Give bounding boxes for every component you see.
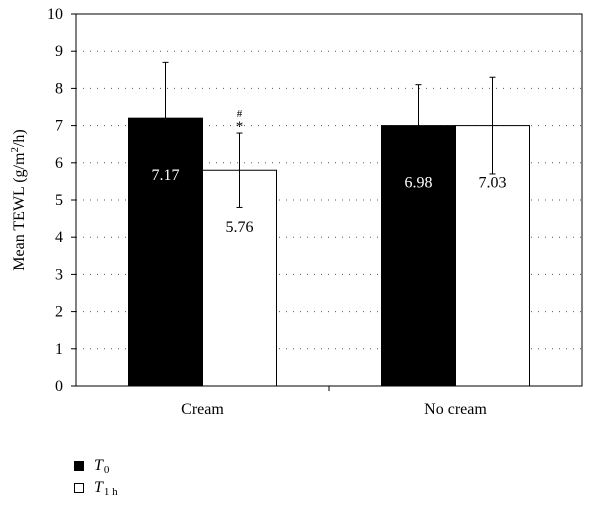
legend-label-t1h-main: T: [94, 478, 103, 496]
y-tick-label: 7: [55, 118, 63, 135]
legend: T0 T1 h: [74, 455, 118, 499]
legend-label-t0: T0: [94, 457, 109, 476]
y-axis-label-main: Mean TEWL (g/m: [11, 152, 28, 271]
legend-label-t1h-sub: 1 h: [103, 485, 118, 498]
bar-value-label: 7.03: [479, 174, 507, 191]
y-tick-label: 3: [55, 266, 63, 283]
legend-swatch-t0: [74, 461, 84, 471]
legend-item-t1h: T1 h: [74, 477, 118, 499]
x-tick-label: Cream: [181, 401, 224, 418]
y-tick-label: 4: [55, 229, 63, 246]
legend-label-t0-main: T: [94, 456, 103, 474]
bar-value-label: 7.17: [152, 167, 180, 184]
y-tick-label: 9: [55, 43, 63, 60]
y-tick-label: 0: [55, 378, 63, 395]
y-tick-label: 2: [55, 304, 63, 321]
bar-value-label: 6.98: [405, 174, 433, 191]
significance-marker: *: [236, 119, 244, 135]
y-tick-label: 6: [55, 155, 63, 172]
y-axis-label-tail: /h): [11, 129, 28, 147]
legend-item-t0: T0: [74, 455, 118, 477]
y-tick-label: 1: [55, 341, 63, 358]
y-tick-label: 5: [55, 192, 63, 209]
legend-swatch-t1h: [74, 483, 84, 493]
legend-label-t1h: T1 h: [94, 479, 118, 498]
bars: 7.17 5.76 6.98 7.03 #*: [128, 61, 530, 387]
legend-label-t0-sub: 0: [103, 463, 110, 476]
y-axis-label-superscript: 2: [9, 147, 21, 153]
y-tick-label: 10: [47, 6, 63, 23]
bar-value-label: 5.76: [226, 219, 254, 236]
y-tick-label: 8: [55, 80, 63, 97]
x-tick-label: No cream: [424, 401, 487, 418]
y-axis-label: Mean TEWL (g/m2/h): [9, 129, 28, 270]
axes: [71, 13, 583, 391]
significance-marker: #: [237, 108, 243, 120]
tick-labels: 0 1 2 3 4 5 6 7 8 9 10 Cream No cream: [47, 6, 487, 418]
